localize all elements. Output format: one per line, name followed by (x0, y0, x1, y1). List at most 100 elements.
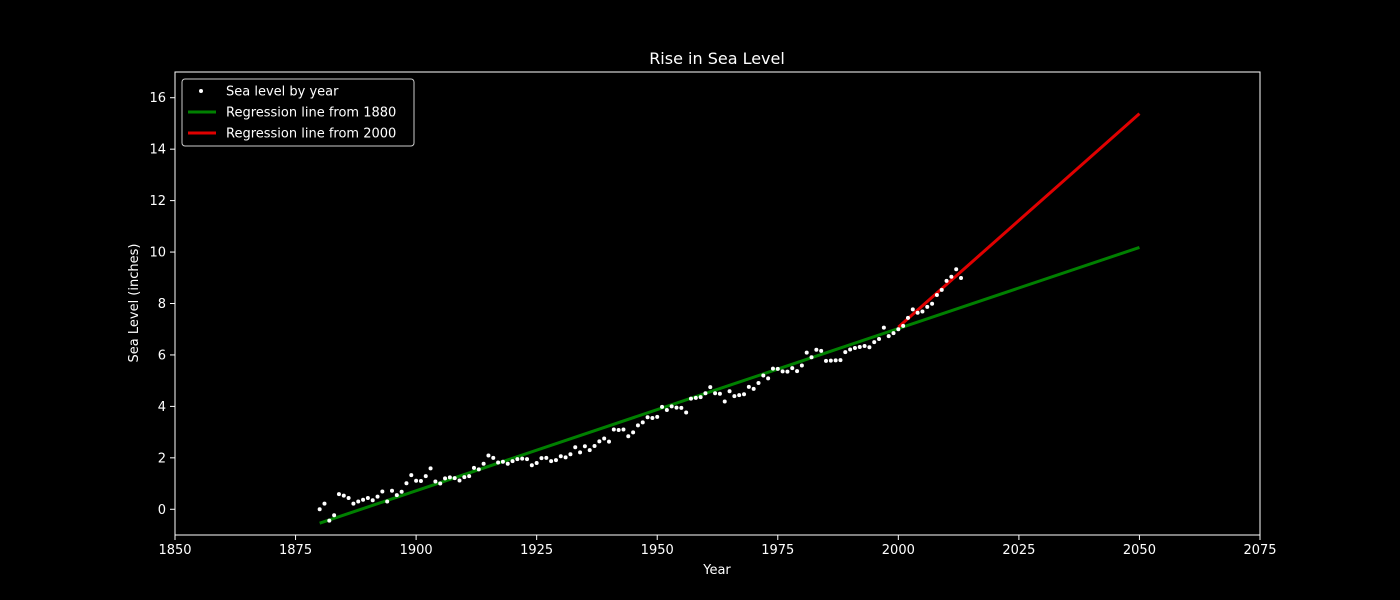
y-tick-label: 4 (158, 400, 166, 415)
scatter-point (891, 331, 896, 336)
scatter-point (346, 495, 351, 500)
scatter-point (438, 481, 443, 486)
scatter-point (674, 405, 679, 410)
scatter-point (886, 334, 891, 339)
scatter-point (385, 499, 390, 504)
y-tick-label: 14 (149, 143, 166, 158)
scatter-point (418, 478, 423, 483)
scatter-point (761, 373, 766, 378)
scatter-point (525, 457, 530, 462)
scatter-point (698, 395, 703, 400)
scatter-point (496, 460, 501, 465)
scatter-point (394, 493, 399, 498)
scatter-point (877, 336, 882, 341)
y-axis-label: Sea Level (inches) (127, 244, 142, 363)
scatter-point (737, 393, 742, 398)
y-tick-label: 16 (149, 91, 166, 106)
x-tick-label: 1875 (279, 543, 312, 558)
scatter-point (626, 434, 631, 439)
scatter-point (901, 323, 906, 328)
scatter-point (645, 415, 650, 420)
legend-label: Sea level by year (226, 85, 339, 100)
scatter-point (505, 461, 510, 466)
scatter-point (727, 389, 732, 394)
x-tick-label: 2025 (1002, 543, 1035, 558)
scatter-point (959, 276, 964, 281)
scatter-point (635, 423, 640, 428)
scatter-point (471, 465, 476, 470)
scatter-point (708, 385, 713, 390)
scatter-point (380, 489, 385, 494)
scatter-point (351, 501, 356, 506)
scatter-point (717, 391, 722, 396)
x-tick-label: 1950 (641, 543, 674, 558)
scatter-point (578, 450, 583, 455)
scatter-point (905, 315, 910, 320)
scatter-point (824, 358, 828, 363)
scatter-point (804, 350, 809, 355)
y-tick-label: 2 (158, 451, 166, 466)
legend-marker-scatter (199, 89, 203, 93)
scatter-point (896, 327, 901, 332)
scatter-point (703, 391, 708, 396)
x-tick-label: 1925 (520, 543, 553, 558)
scatter-point (631, 430, 636, 435)
scatter-point (852, 345, 857, 350)
legend: Sea level by year Regression line from 18… (181, 78, 415, 147)
scatter-point (539, 456, 544, 461)
scatter-point (481, 461, 486, 466)
scatter-point (910, 307, 915, 312)
scatter-point (766, 376, 771, 381)
scatter-point (790, 366, 795, 371)
regression-line-2000 (897, 112, 1141, 329)
scatter-point (930, 301, 935, 306)
scatter-point (819, 348, 824, 353)
scatter-point (611, 427, 616, 432)
scatter-point (332, 513, 337, 518)
scatter-point (457, 478, 462, 483)
scatter-point (925, 304, 930, 309)
scatter-point (828, 358, 833, 363)
scatter-point (939, 287, 944, 292)
scatter-point (404, 481, 409, 486)
scatter-point (838, 358, 843, 363)
legend-label: Regression line from 2000 (226, 127, 396, 142)
scatter-point (881, 325, 886, 330)
scatter-point (862, 343, 867, 348)
scatter-point (920, 309, 925, 314)
scatter-point (327, 518, 332, 523)
scatter-point (621, 427, 626, 432)
scatter-point (857, 344, 862, 349)
scatter-point (669, 404, 674, 409)
scatter-point (814, 347, 819, 352)
scatter-point (447, 475, 452, 480)
scatter-point (679, 405, 684, 410)
scatter-point (467, 474, 472, 479)
scatter-point (915, 310, 920, 315)
scatter-point (520, 456, 525, 461)
x-tick-label: 1850 (158, 543, 191, 558)
scatter-point (500, 459, 505, 464)
x-tick-label: 2075 (1243, 543, 1276, 558)
scatter-point (843, 350, 848, 355)
scatter-point (722, 399, 727, 404)
plot-area: 1850 1875 1900 1925 1950 1975 2000 2025 2050 2075… (149, 71, 1277, 558)
scatter-point (660, 404, 665, 409)
scatter-point (563, 455, 568, 460)
scatter-point (770, 366, 775, 371)
scatter-point (809, 355, 814, 360)
chart-title: Rise in Sea Level (649, 49, 785, 68)
scatter-point (799, 363, 804, 368)
scatter-point (582, 444, 587, 449)
scatter-point (597, 439, 602, 444)
x-axis-label: Year (702, 563, 731, 578)
scatter-point (443, 476, 448, 481)
scatter-point (544, 455, 549, 460)
scatter-point (390, 488, 394, 493)
scatter-point (934, 293, 939, 298)
scatter-point (558, 454, 563, 459)
scatter-point (341, 493, 346, 498)
scatter-point (370, 498, 375, 503)
x-tick-label: 1975 (761, 543, 794, 558)
